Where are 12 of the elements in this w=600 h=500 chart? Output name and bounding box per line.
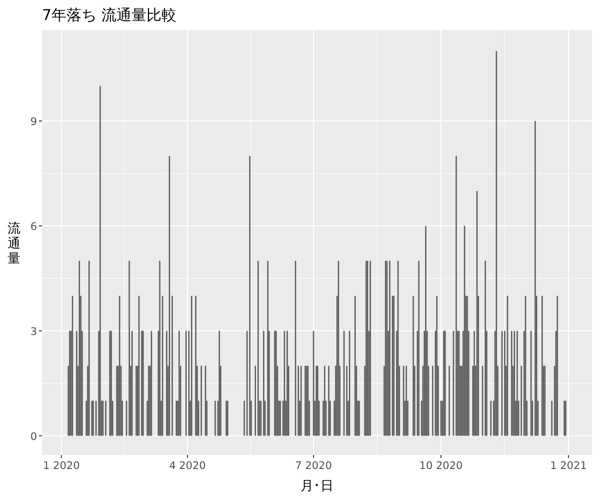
y-tick-label: 9: [30, 116, 37, 128]
y-axis-title: 流通量: [8, 220, 20, 266]
y-tick-label: 0: [30, 430, 37, 443]
x-tick-label: 1 2021: [550, 460, 587, 472]
x-tick-label: 1 2020: [43, 460, 80, 472]
x-tick-label: 10 2020: [419, 460, 463, 472]
x-axis-title: 月･日: [300, 479, 334, 494]
y-tick-label: 3: [30, 326, 37, 338]
x-tick-label: 4 2020: [169, 460, 206, 472]
y-tick-label: 6: [30, 220, 38, 233]
x-tick-label: 7 2020: [295, 460, 332, 472]
chart-title: 7年落ち 流通量比較: [42, 6, 176, 24]
